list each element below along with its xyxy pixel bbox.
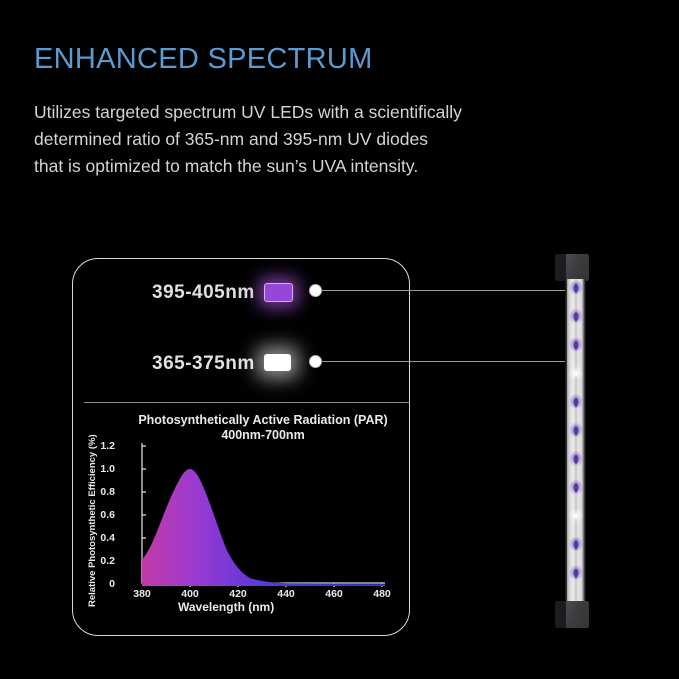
svg-text:0: 0 (109, 578, 115, 590)
svg-text:420: 420 (229, 588, 247, 600)
svg-text:480: 480 (373, 588, 391, 600)
svg-text:0.8: 0.8 (100, 486, 115, 498)
svg-text:0.2: 0.2 (100, 555, 115, 567)
svg-text:460: 460 (325, 588, 343, 600)
svg-text:440: 440 (277, 588, 295, 600)
svg-text:0.4: 0.4 (100, 532, 115, 544)
svg-text:400: 400 (181, 588, 199, 600)
svg-text:1.2: 1.2 (100, 440, 115, 452)
svg-text:1.0: 1.0 (100, 463, 115, 475)
svg-text:0.6: 0.6 (100, 509, 115, 521)
svg-text:380: 380 (133, 588, 151, 600)
